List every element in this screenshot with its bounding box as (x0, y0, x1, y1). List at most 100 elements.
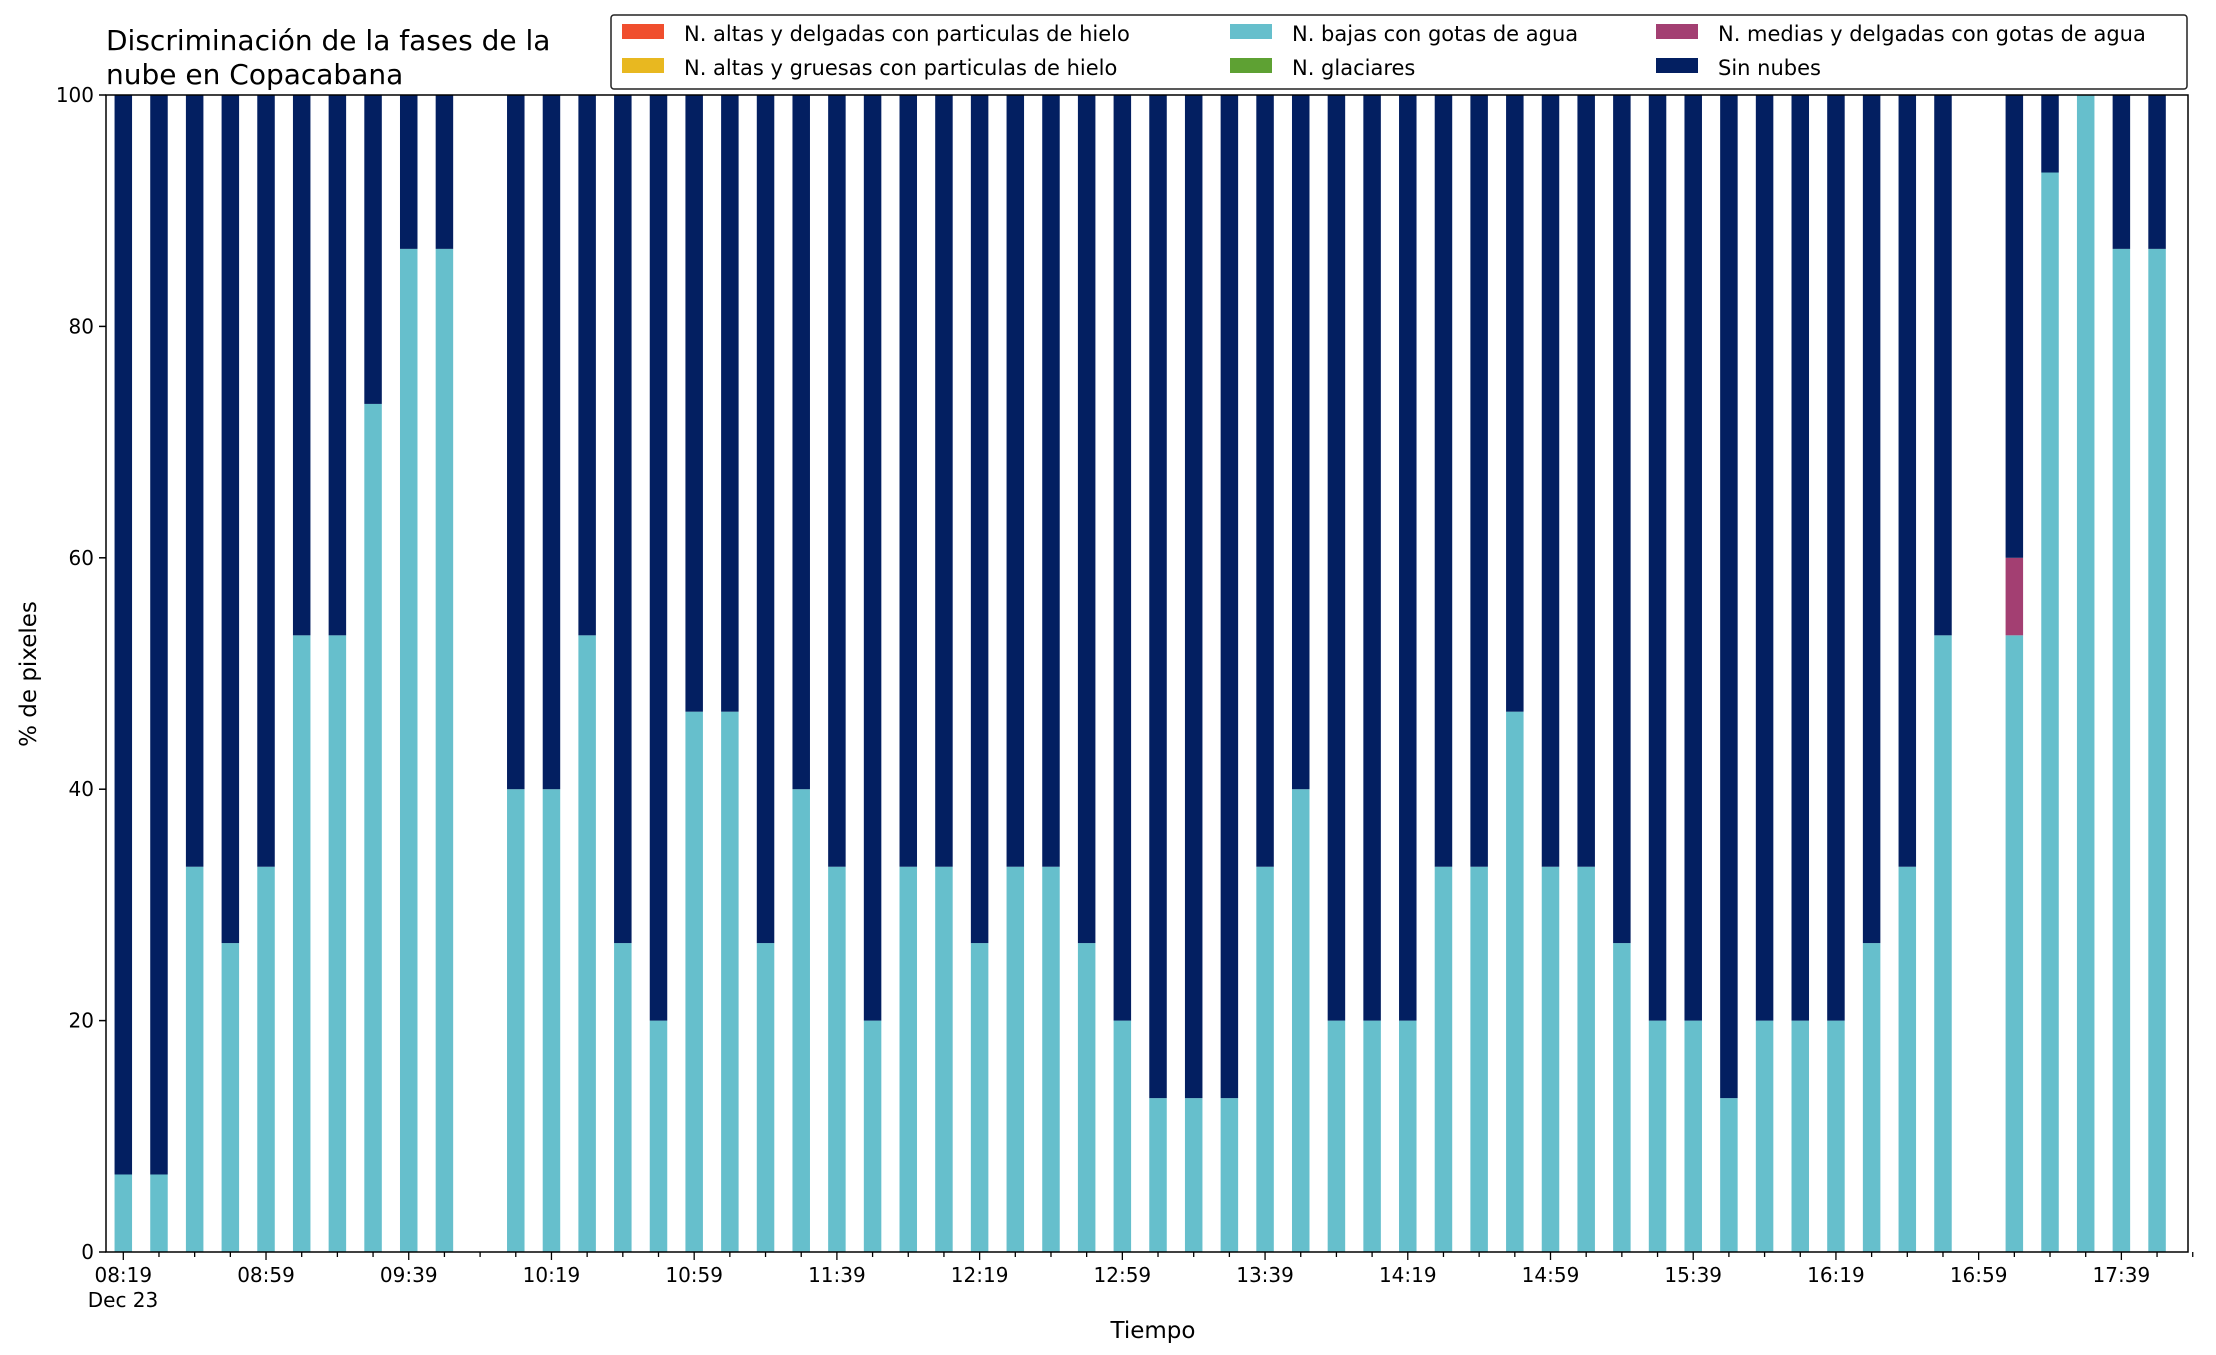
bar-segment (1327, 1020, 1346, 1252)
legend-item: N. bajas con gotas de agua (1230, 22, 1578, 46)
bar-segment (863, 1020, 882, 1252)
bar-segment (1898, 866, 1917, 1252)
bar-segment (2112, 95, 2131, 249)
x-tick-label: 14:59 (1522, 1263, 1580, 1287)
bar-segment (1684, 1020, 1702, 1252)
bar-segment (1006, 866, 1025, 1252)
x-tick-label: 14:19 (1379, 1263, 1437, 1287)
bar-segment (1791, 1020, 1810, 1252)
bar-segment (114, 1174, 133, 1252)
legend-item: N. medias y delgadas con gotas de agua (1656, 22, 2146, 46)
chart-title-line-2: nube en Copacabana (106, 58, 403, 91)
bar-segment (185, 95, 204, 867)
legend-label: N. medias y delgadas con gotas de agua (1718, 22, 2146, 46)
bar-segment (899, 95, 918, 867)
bar-segment (578, 95, 596, 636)
bar-segment (1720, 1098, 1738, 1252)
bar-segment (2148, 95, 2166, 249)
x-axis-label: Tiempo (1110, 1318, 1196, 1344)
y-tick-label: 60 (69, 546, 94, 570)
bar-segment (1791, 95, 1810, 1021)
bar-segment (435, 248, 454, 1252)
bar-segment (1327, 95, 1346, 1021)
legend-label: N. altas y delgadas con particulas de hi… (684, 22, 1130, 46)
bar-segment (257, 95, 275, 867)
bar-segment (1898, 95, 1917, 867)
bar-segment (1042, 95, 1060, 867)
bar-segment (1862, 943, 1881, 1252)
bar-segment (1827, 95, 1845, 1021)
legend-swatch (622, 24, 664, 39)
bar-segment (1291, 789, 1310, 1252)
plot-frame (105, 94, 2189, 1253)
bar-segment (1184, 95, 1203, 1099)
bar-segment (542, 95, 561, 790)
bar-segment (756, 943, 775, 1252)
legend-item: N. altas y gruesas con particulas de hie… (622, 56, 1117, 80)
bar-segment (2112, 248, 2131, 1252)
legend-swatch (1656, 24, 1698, 39)
bar-segment (1434, 866, 1453, 1252)
bar-segment (185, 866, 204, 1252)
bar-segment (1113, 1020, 1132, 1252)
bar-segment (863, 95, 882, 1021)
y-tick-label: 100 (56, 83, 94, 107)
bar-segment (970, 95, 989, 944)
bar-segment (221, 943, 240, 1252)
bar-segment (292, 635, 311, 1252)
x-tick-label: 12:59 (1094, 1263, 1152, 1287)
y-tick-label: 0 (81, 1240, 94, 1264)
chart-title-line-1: Discriminación de la fases de la (106, 24, 550, 57)
bar-segment (1149, 1098, 1167, 1252)
x-tick-label: 09:39 (380, 1263, 438, 1287)
y-tick-label: 40 (69, 777, 94, 801)
bar-segment (1541, 866, 1560, 1252)
bar-segment (399, 248, 418, 1252)
bar-segment (899, 866, 918, 1252)
legend-swatch (1230, 24, 1272, 39)
bar-segment (828, 866, 846, 1252)
bar-segment (1149, 95, 1167, 1099)
legend-label: N. altas y gruesas con particulas de hie… (684, 56, 1117, 80)
bar-segment (1077, 95, 1096, 944)
bar-segment (1256, 866, 1274, 1252)
legend-item: N. glaciares (1230, 56, 1415, 80)
bar-segment (1720, 95, 1738, 1099)
legend-box (610, 14, 2188, 90)
bar-segment (756, 95, 775, 944)
legend-label: N. bajas con gotas de agua (1292, 22, 1578, 46)
bar-segment (970, 943, 989, 1252)
bar-segment (364, 403, 382, 1252)
bar-segment (1434, 95, 1453, 867)
x-tick-label: 13:39 (1236, 1263, 1294, 1287)
bar-segment (292, 95, 311, 636)
bar-segment (614, 95, 632, 944)
bar-segment (1113, 95, 1132, 1021)
bar-segment (1648, 1020, 1667, 1252)
bar-segment (435, 95, 454, 249)
legend-swatch (1656, 58, 1698, 73)
bar-segment (2148, 248, 2166, 1252)
bar-segment (1934, 635, 1952, 1252)
legend-swatch (1230, 58, 1272, 73)
x-tick-label: 08:59 (237, 1263, 295, 1287)
bar-segment (1399, 1020, 1417, 1252)
y-tick-label: 20 (69, 1009, 94, 1033)
bar-segment (221, 95, 240, 944)
bar-segment (399, 95, 418, 249)
bar-segment (935, 866, 953, 1252)
x-tick-label: 16:19 (1807, 1263, 1865, 1287)
bar-segment (1755, 1020, 1774, 1252)
bar-segment (2005, 635, 2024, 1252)
bar-segment (2076, 95, 2095, 1252)
bar-segment (685, 711, 703, 1252)
bar-segment (792, 789, 810, 1252)
bar-segment (257, 866, 275, 1252)
bar-segment (721, 95, 739, 712)
bar-segment (328, 635, 347, 1252)
bar-segment (1363, 95, 1381, 1021)
bar-segment (2041, 172, 2059, 1252)
y-axis-label: % de pixeles (16, 601, 42, 747)
legend-swatch (622, 58, 664, 73)
legend-label: N. glaciares (1292, 56, 1415, 80)
